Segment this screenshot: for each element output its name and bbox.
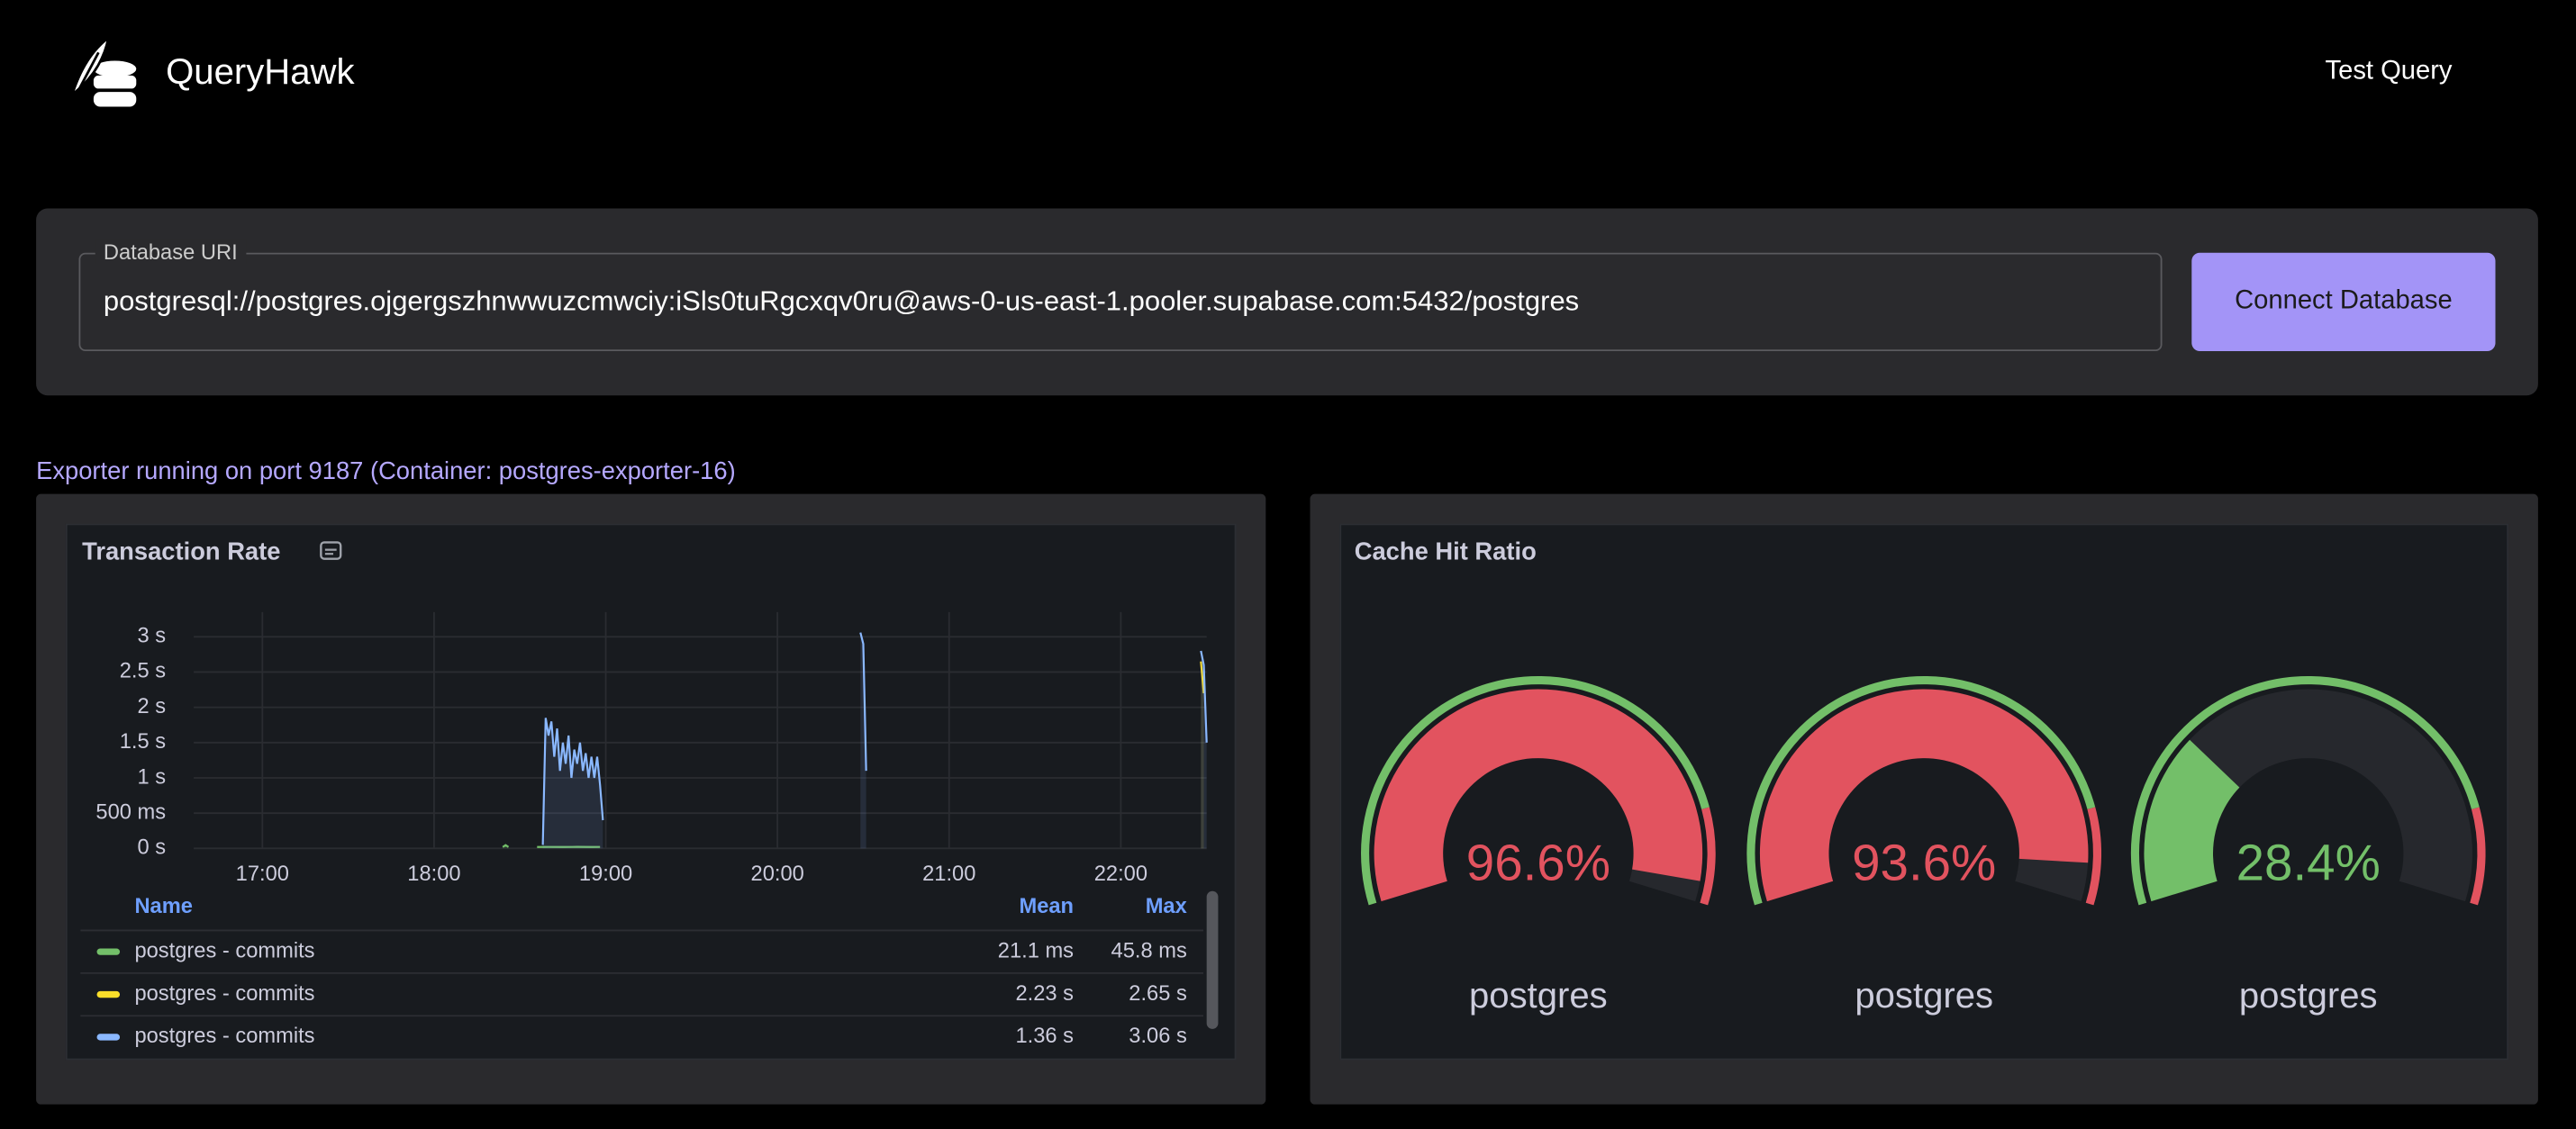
threshold-band: [1700, 807, 1716, 906]
gauge-value: 28.4%: [2236, 834, 2381, 890]
x-tick-label: 17:00: [236, 863, 289, 886]
brand[interactable]: QueryHawk: [166, 50, 355, 93]
chart-panel: [65, 523, 1237, 1061]
series-area: [1201, 661, 1204, 849]
legend-mean: 1.36 s: [1016, 1025, 1075, 1048]
status-text: Exporter running on port 9187 (Container…: [36, 457, 736, 486]
logo[interactable]: [59, 32, 145, 114]
gauge-value: 96.6%: [1466, 834, 1610, 890]
legend-header: Max: [1146, 895, 1187, 918]
legend-max: 3.06 s: [1129, 1025, 1187, 1048]
legend-mean: 2.23 s: [1016, 982, 1075, 1006]
gauge-track: [2144, 689, 2472, 902]
gauge-value: 93.6%: [1852, 834, 1996, 890]
y-tick-label: 1.5 s: [120, 730, 166, 754]
uri-field[interactable]: [78, 252, 2163, 352]
legend-name: postgres - commits: [134, 939, 314, 962]
legend-swatch: [96, 1034, 121, 1041]
uri-value[interactable]: postgresql://postgres.ojgergszhnwwuzcmwc…: [103, 285, 1580, 317]
legend-swatch: [96, 990, 121, 998]
y-tick-label: 2 s: [137, 695, 166, 718]
legend-header: Mean: [1019, 895, 1074, 918]
panel-icon[interactable]: [319, 540, 345, 564]
connection-card: [36, 208, 2538, 396]
field-label: Database URI: [95, 239, 246, 265]
threshold-band: [2470, 807, 2486, 906]
x-tick-label: 19:00: [579, 863, 632, 886]
x-tick-label: 18:00: [407, 863, 460, 886]
y-tick-label: 3 s: [137, 625, 166, 648]
gauge-label: postgres: [1469, 976, 1608, 1016]
x-tick-label: 22:00: [1094, 863, 1147, 886]
line-chart: 0 s 500 ms 1 s 1.5 s 2 s 2.5 s 3 s 17:00 18:00 19…: [80, 611, 1219, 1048]
nav-link[interactable]: Test Query: [2325, 57, 2453, 86]
gauge-label: postgres: [1855, 976, 1993, 1016]
gauge-panel: [1339, 523, 2509, 1061]
gauge-label: postgres: [2239, 976, 2378, 1016]
y-tick-label: 500 ms: [95, 800, 166, 824]
legend-max: 2.65 s: [1129, 982, 1187, 1006]
connect-button[interactable]: Connect Database: [2191, 252, 2496, 352]
y-tick-label: 1 s: [137, 765, 166, 789]
gauge-chart: 96.6% postgres 93.6% postgres 28.4% postgres: [1361, 675, 2486, 1016]
legend-header: Name: [134, 895, 193, 918]
series-line: [502, 844, 601, 848]
series-line: [1200, 661, 1205, 694]
legend-name: postgres - commits: [134, 1025, 314, 1048]
gauge-fill: [1374, 689, 1703, 902]
panel-title: Transaction Rate: [82, 537, 281, 566]
gauge-fill: [1759, 689, 2089, 902]
x-tick-label: 21:00: [922, 863, 975, 886]
threshold-band: [2085, 807, 2102, 906]
x-tick-label: 20:00: [751, 863, 804, 886]
legend-max: 45.8 ms: [1111, 939, 1187, 962]
series-line: [541, 632, 1208, 845]
legend-name: postgres - commits: [134, 982, 314, 1006]
legend-swatch: [96, 948, 121, 955]
y-tick-label: 0 s: [137, 836, 166, 860]
legend-mean: 21.1 ms: [998, 939, 1074, 962]
series-area: [542, 632, 1207, 849]
gauge-fill: [2144, 739, 2240, 902]
y-tick-label: 2.5 s: [120, 660, 166, 683]
panel-title: Cache Hit Ratio: [1354, 537, 1537, 566]
scrollbar[interactable]: [1206, 890, 1219, 1029]
